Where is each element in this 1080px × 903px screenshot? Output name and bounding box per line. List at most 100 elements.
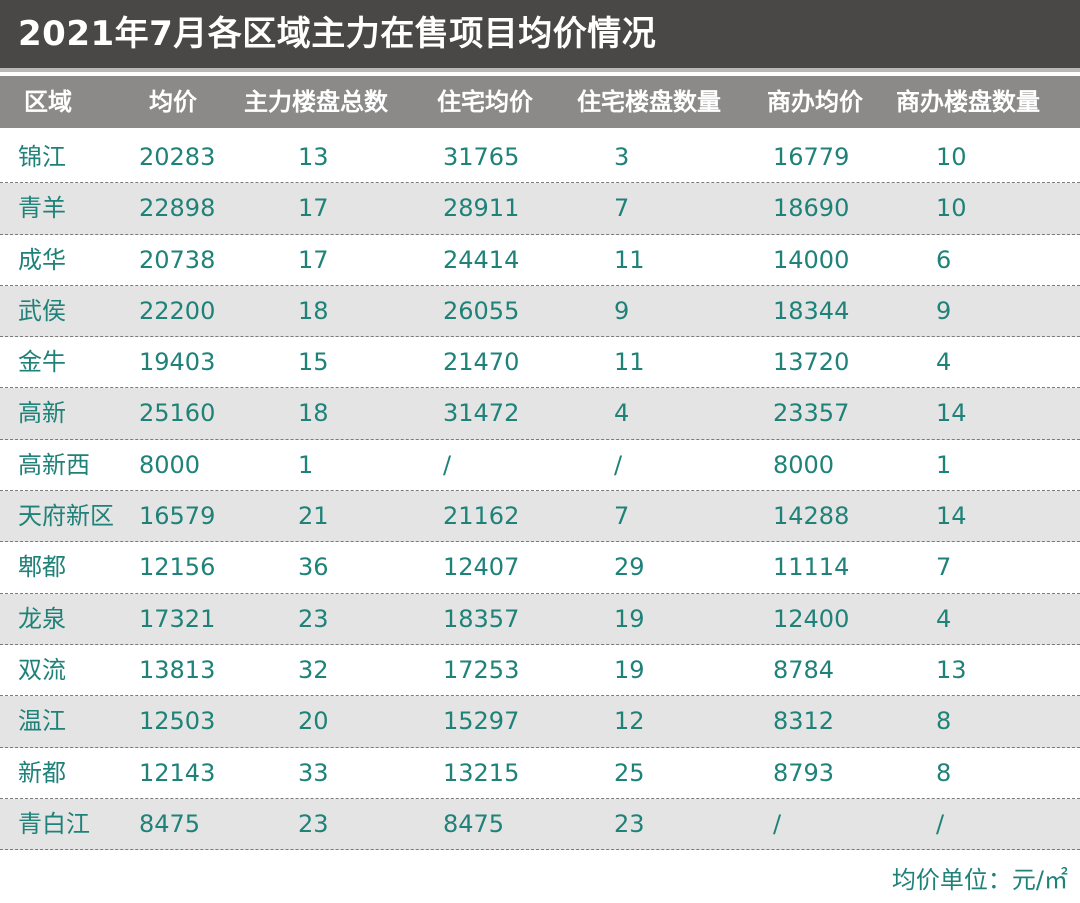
cell-main-project-count: 17 — [298, 194, 329, 223]
cell-commercial-count: 4 — [936, 604, 952, 633]
cell-region: 青羊 — [18, 194, 66, 223]
cell-commercial-count: 14 — [936, 399, 967, 428]
cell-residential-count: / — [614, 450, 623, 479]
header-commercial-avg-price: 商办均价 — [767, 88, 863, 116]
cell-residential-avg-price: 15297 — [443, 707, 520, 736]
cell-avg-price: 12156 — [139, 553, 216, 582]
cell-residential-avg-price: 21470 — [443, 348, 520, 377]
cell-commercial-count: 13 — [936, 655, 967, 684]
cell-residential-count: 11 — [614, 348, 645, 377]
cell-residential-avg-price: 18357 — [443, 604, 520, 633]
cell-avg-price: 22200 — [139, 296, 216, 325]
cell-commercial-count: / — [936, 809, 945, 838]
cell-main-project-count: 23 — [298, 604, 329, 633]
table-row: 青白江 8475 23 8475 23 / / — [0, 798, 1080, 851]
table-row: 成华 20738 17 24414 11 14000 6 — [0, 235, 1080, 286]
cell-commercial-avg-price: 8793 — [773, 758, 835, 787]
cell-main-project-count: 36 — [298, 553, 329, 582]
cell-region: 天府新区 — [18, 502, 114, 531]
cell-residential-count: 29 — [614, 553, 645, 582]
cell-main-project-count: 18 — [298, 296, 329, 325]
cell-region: 新都 — [18, 758, 66, 787]
table-row: 郫都 12156 36 12407 29 11114 7 — [0, 542, 1080, 594]
cell-commercial-avg-price: 14288 — [773, 502, 850, 531]
cell-region: 金牛 — [18, 348, 66, 377]
cell-commercial-count: 8 — [936, 758, 952, 787]
cell-residential-avg-price: 21162 — [443, 502, 520, 531]
header-avg-price: 均价 — [149, 88, 197, 116]
cell-commercial-count: 6 — [936, 245, 952, 274]
cell-avg-price: 8000 — [139, 450, 201, 479]
cell-region: 温江 — [18, 707, 66, 736]
table-row: 高新 25160 18 31472 4 23357 14 — [0, 388, 1080, 440]
cell-residential-count: 7 — [614, 502, 630, 531]
cell-avg-price: 17321 — [139, 604, 216, 633]
cell-avg-price: 25160 — [139, 399, 216, 428]
cell-main-project-count: 32 — [298, 655, 329, 684]
cell-avg-price: 19403 — [139, 348, 216, 377]
cell-commercial-avg-price: 8312 — [773, 707, 835, 736]
cell-avg-price: 20283 — [139, 143, 216, 171]
cell-region: 双流 — [18, 655, 66, 684]
header-commercial-count: 商办楼盘数量 — [896, 88, 1040, 116]
cell-residential-count: 19 — [614, 604, 645, 633]
cell-residential-avg-price: 8475 — [443, 809, 505, 838]
cell-region: 郫都 — [18, 553, 66, 582]
cell-avg-price: 20738 — [139, 245, 216, 274]
table-row: 新都 12143 33 13215 25 8793 8 — [0, 748, 1080, 799]
table-header: 区域 均价 主力楼盘总数 住宅均价 住宅楼盘数量 商办均价 商办楼盘数量 — [0, 76, 1080, 128]
cell-commercial-count: 14 — [936, 502, 967, 531]
cell-commercial-avg-price: 14000 — [773, 245, 850, 274]
title-bar: 2021年7月各区域主力在售项目均价情况 — [0, 0, 1080, 72]
cell-residential-avg-price: / — [443, 450, 452, 479]
cell-commercial-avg-price: 13720 — [773, 348, 850, 377]
cell-commercial-avg-price: 8784 — [773, 655, 835, 684]
cell-residential-count: 19 — [614, 655, 645, 684]
cell-main-project-count: 15 — [298, 348, 329, 377]
table-row: 温江 12503 20 15297 12 8312 8 — [0, 696, 1080, 748]
table-row: 高新西 8000 1 / / 8000 1 — [0, 440, 1080, 492]
cell-residential-count: 9 — [614, 296, 630, 325]
cell-avg-price: 12143 — [139, 758, 216, 787]
cell-residential-count: 11 — [614, 245, 645, 274]
cell-region: 龙泉 — [18, 604, 66, 633]
cell-main-project-count: 23 — [298, 809, 329, 838]
unit-footnote: 均价单位：元/㎡ — [891, 866, 1068, 894]
cell-main-project-count: 17 — [298, 245, 329, 274]
cell-commercial-avg-price: 16779 — [773, 143, 850, 171]
cell-commercial-avg-price: / — [773, 809, 782, 838]
cell-region: 高新西 — [18, 450, 90, 479]
cell-commercial-avg-price: 18344 — [773, 296, 850, 325]
cell-region: 锦江 — [18, 143, 66, 171]
cell-main-project-count: 33 — [298, 758, 329, 787]
cell-residential-count: 23 — [614, 809, 645, 838]
cell-commercial-avg-price: 18690 — [773, 194, 850, 223]
cell-commercial-count: 7 — [936, 553, 952, 582]
cell-residential-avg-price: 28911 — [443, 194, 520, 223]
cell-main-project-count: 13 — [298, 143, 329, 171]
cell-commercial-count: 1 — [936, 450, 952, 479]
cell-main-project-count: 1 — [298, 450, 314, 479]
cell-main-project-count: 20 — [298, 707, 329, 736]
table-row: 锦江 20283 13 31765 3 16779 10 — [0, 132, 1080, 184]
cell-residential-avg-price: 24414 — [443, 245, 520, 274]
cell-residential-avg-price: 12407 — [443, 553, 520, 582]
cell-commercial-avg-price: 8000 — [773, 450, 835, 479]
table-row: 双流 13813 32 17253 19 8784 13 — [0, 645, 1080, 697]
table-row: 武侯 22200 18 26055 9 18344 9 — [0, 285, 1080, 338]
table-row: 龙泉 17321 23 18357 19 12400 4 — [0, 593, 1080, 645]
cell-residential-count: 7 — [614, 194, 630, 223]
cell-residential-count: 12 — [614, 707, 645, 736]
cell-region: 高新 — [18, 399, 66, 428]
cell-residential-count: 25 — [614, 758, 645, 787]
cell-residential-avg-price: 26055 — [443, 296, 520, 325]
table-row: 青羊 22898 17 28911 7 18690 10 — [0, 183, 1080, 235]
page-title: 2021年7月各区域主力在售项目均价情况 — [18, 14, 657, 54]
cell-commercial-avg-price: 12400 — [773, 604, 850, 633]
cell-avg-price: 16579 — [139, 502, 216, 531]
cell-region: 成华 — [18, 245, 66, 274]
cell-commercial-count: 10 — [936, 143, 967, 171]
cell-avg-price: 12503 — [139, 707, 216, 736]
table-body: 锦江 20283 13 31765 3 16779 10 青羊 22898 17… — [0, 132, 1080, 851]
cell-region: 武侯 — [18, 296, 66, 325]
